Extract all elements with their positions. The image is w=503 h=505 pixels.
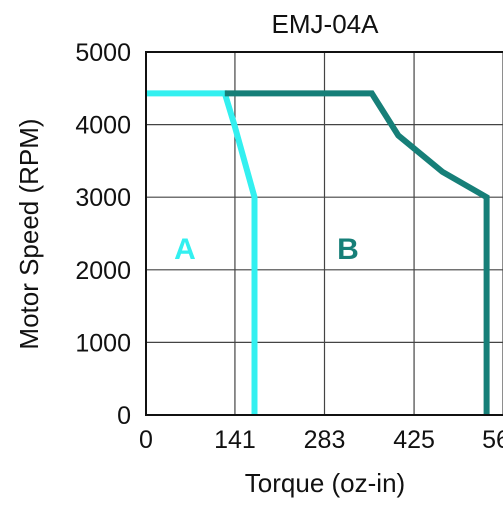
y-tick-label: 5000 — [75, 39, 131, 67]
x-tick-label: 566 — [482, 426, 503, 454]
series-layer — [146, 90, 490, 415]
y-tick-label: 1000 — [75, 329, 131, 357]
y-tick-label: 2000 — [75, 257, 131, 285]
y-axis-ticks: 0 1000 2000 3000 4000 5000 — [75, 39, 131, 430]
series-line-a — [146, 90, 258, 415]
series-line-b — [224, 90, 490, 415]
chart-title: EMJ-04A — [272, 9, 380, 39]
x-tick-label: 141 — [214, 426, 256, 454]
y-tick-label: 4000 — [75, 112, 131, 140]
x-tick-label: 283 — [304, 426, 346, 454]
plot-frame — [145, 51, 503, 416]
x-tick-label: 0 — [139, 426, 153, 454]
x-tick-label: 425 — [393, 426, 435, 454]
grid — [146, 51, 503, 415]
y-tick-label: 3000 — [75, 184, 131, 212]
series-label-b: B — [337, 233, 359, 266]
y-tick-label: 0 — [117, 402, 131, 430]
x-axis-ticks: 0 141 283 425 566 — [139, 426, 503, 454]
x-axis-title: Torque (oz-in) — [245, 468, 405, 498]
series-label-a: A — [174, 233, 196, 266]
y-axis-title: Motor Speed (RPM) — [14, 118, 44, 349]
